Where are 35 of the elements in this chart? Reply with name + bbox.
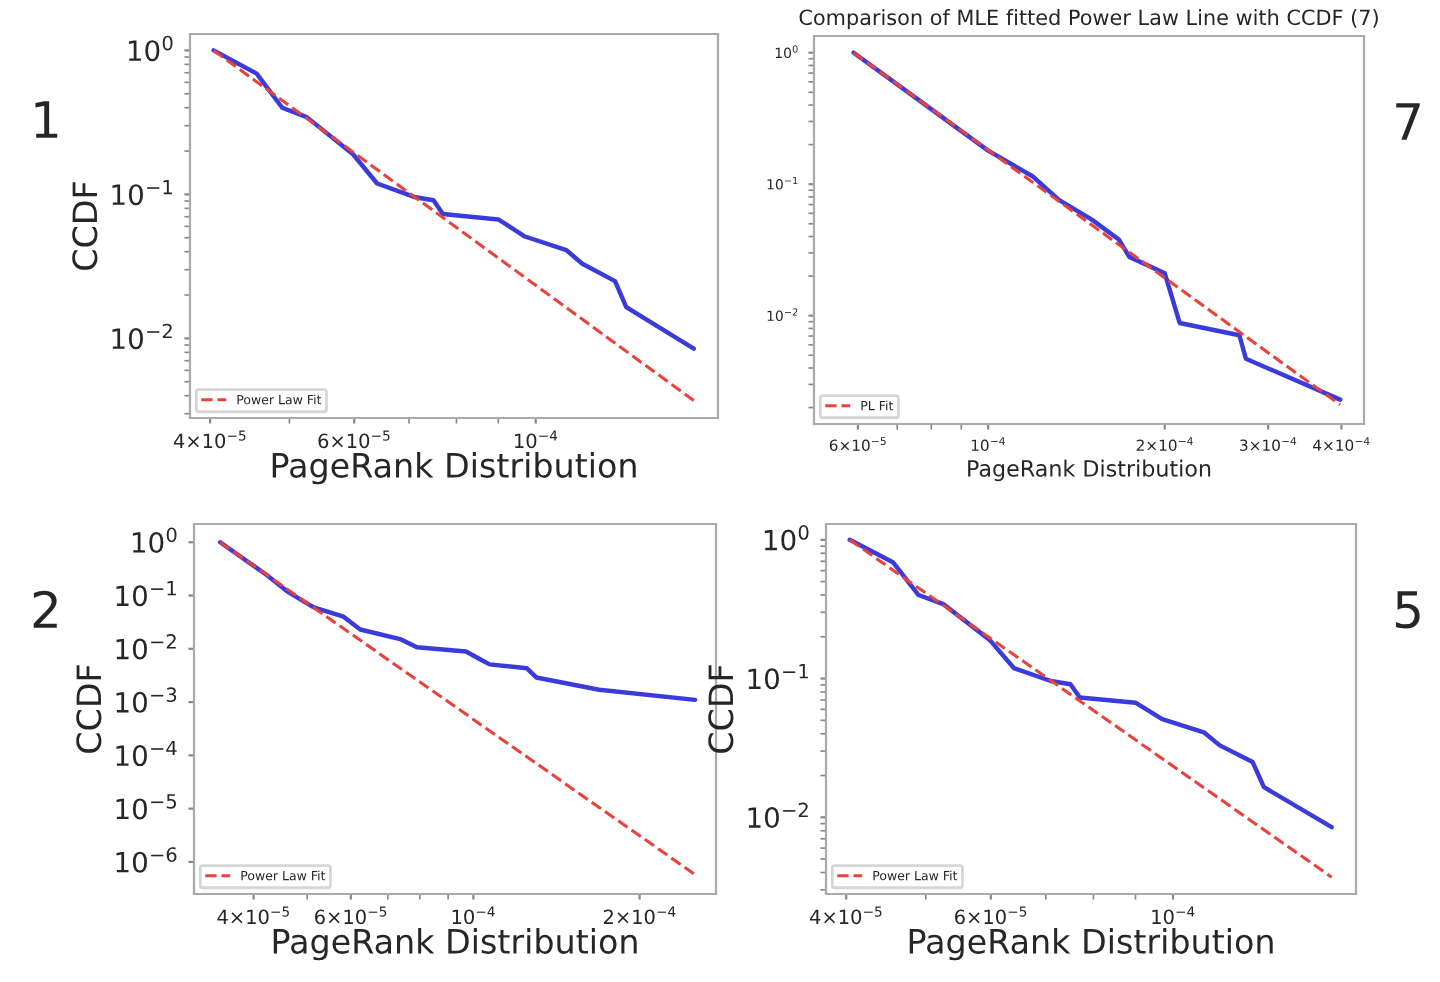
y-tick-label: 10$^{−2}$	[748, 802, 808, 829]
x-tick-label: 4×10$^{−5}$	[809, 906, 882, 925]
y-tick-label: 10$^{−4}$	[116, 740, 177, 767]
x-axis-title: PageRank Distribution	[968, 459, 1211, 482]
y-tick-label: 10$^{−2}$	[112, 323, 172, 350]
y-tick-label: 10$^{−1}$	[112, 179, 172, 206]
chart-title: Comparison of MLE fitted Power Law Line with CCDF (7)	[799, 9, 1378, 30]
y-tick-label: 10$^{−1}$	[748, 664, 808, 690]
y-tick-label: 10$^{−3}$	[116, 687, 177, 713]
y-tick-label: 10$^{−2}$	[116, 634, 176, 660]
y-axis-title: CCDF	[708, 665, 734, 753]
text: 5	[1396, 591, 1420, 629]
text: 2	[33, 590, 57, 628]
x-tick-label: 6×10$^{−5}$	[955, 906, 1027, 925]
x-axis-title: PageRank Distribution	[272, 452, 636, 485]
x-tick-label: 10$^{−4}$	[515, 430, 558, 449]
x-tick-label: 4×10$^{−5}$	[217, 906, 289, 925]
y-axis-title: CCDF	[72, 182, 98, 270]
x-tick-label: 6×10$^{−5}$	[318, 430, 390, 449]
x-axis-title: PageRank Distribution	[273, 928, 637, 961]
y-tick-label: 10$^{0}$	[128, 35, 173, 62]
y-tick-label: 10$^{0}$	[132, 527, 177, 553]
x-tick-label: 10$^{−4}$	[1152, 906, 1195, 925]
y-tick-label: 10$^{−6}$	[116, 847, 177, 873]
x-axis-title: PageRank Distribution	[909, 928, 1273, 961]
y-tick-label: 10$^{−5}$	[116, 794, 177, 820]
y-tick-label: 10$^{−1}$	[116, 581, 176, 607]
y-axis-title: CCDF	[76, 665, 102, 753]
x-tick-label: 10$^{−4}$	[452, 906, 495, 925]
x-tick-label: 4×10$^{−5}$	[173, 430, 246, 449]
x-tick-label: 6×10$^{−5}$	[315, 906, 387, 925]
y-tick-label: 10$^{0}$	[764, 525, 809, 551]
x-tick-label: 2×10$^{−4}$	[603, 906, 676, 925]
text: 1	[35, 101, 58, 138]
text: 7	[1396, 103, 1420, 140]
